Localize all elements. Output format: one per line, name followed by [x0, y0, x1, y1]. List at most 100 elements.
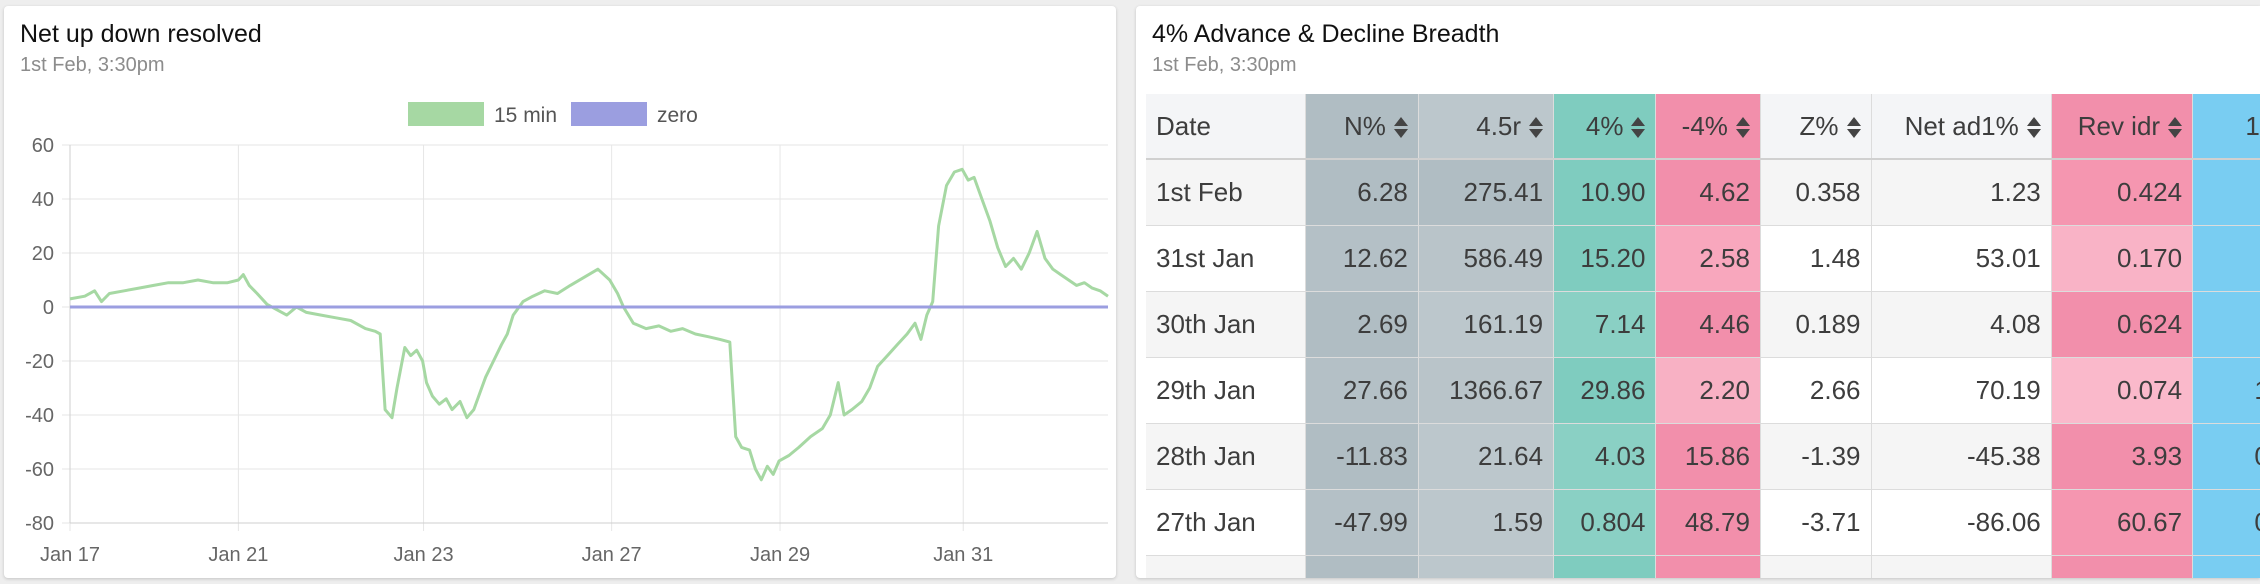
sort-icon[interactable]: [2026, 116, 2041, 140]
y-tick-label: -80: [25, 513, 54, 535]
value-cell: 161.19: [1418, 291, 1555, 358]
x-tick-label: Jan 31: [933, 544, 993, 566]
value-cell: -47.99: [1305, 489, 1419, 556]
column-header-rev-idr[interactable]: Rev idr: [2051, 94, 2194, 160]
value-cell: [1553, 555, 1657, 578]
value-cell: [2051, 555, 2194, 578]
value-cell: 48.79: [1655, 489, 1761, 556]
y-tick-label: 0: [43, 297, 54, 319]
value-cell: [1418, 555, 1555, 578]
table-row: 31st Jan 12.62 586.49 15.20 2.58 1.48 53.01 0.1…: [1146, 225, 2260, 292]
column-header-4[interactable]: -4%: [1655, 94, 1761, 160]
value-cell: 2.3: [2192, 159, 2260, 226]
date-cell: 30th Jan: [1146, 291, 1307, 358]
value-cell: 70.19: [1871, 357, 2052, 424]
y-tick-label: -20: [25, 351, 54, 373]
table-row: 30th Jan 2.69 161.19 7.14 4.46 0.189 4.08 0.624…: [1146, 291, 2260, 358]
sort-icon[interactable]: [1393, 116, 1408, 140]
column-header-z[interactable]: Z%: [1760, 94, 1872, 160]
y-tick-label: -40: [25, 405, 54, 427]
sort-icon[interactable]: [1735, 116, 1750, 140]
date-cell: 31st Jan: [1146, 225, 1307, 292]
table-row: 27th Jan -47.99 1.59 0.804 48.79 -3.71 -86.06 6…: [1146, 489, 2260, 556]
column-header-label: N%: [1343, 110, 1386, 141]
column-header-label: -4%: [1681, 110, 1728, 141]
value-cell: [1871, 555, 2052, 578]
value-cell: 0.624: [2051, 291, 2194, 358]
legend-swatch-15-min: [408, 102, 484, 126]
column-header-label: Date: [1156, 110, 1211, 141]
sort-icon[interactable]: [1631, 116, 1646, 140]
value-cell: 3.93: [2051, 423, 2194, 490]
value-cell: 4.03: [1553, 423, 1657, 490]
date-cell: 29th Jan: [1146, 357, 1307, 424]
table-header-row: Date N% 4.5r 4% -4% Z% Net ad1% Rev idr 1dr: [1146, 94, 2260, 160]
column-header-1dr[interactable]: 1dr: [2192, 94, 2260, 160]
date-cell: 1st Feb: [1146, 159, 1307, 226]
value-cell: [1146, 555, 1307, 578]
table-subtitle: 1st Feb, 3:30pm: [1152, 54, 1297, 76]
column-header-net-ad1[interactable]: Net ad1%: [1871, 94, 2052, 160]
x-tick-label: Jan 21: [208, 544, 268, 566]
column-header-4[interactable]: 4%: [1553, 94, 1657, 160]
column-header-label: Rev idr: [2077, 110, 2161, 141]
column-header-label: 4%: [1585, 110, 1624, 141]
value-cell: 586.49: [1418, 225, 1555, 292]
breadth-table-container[interactable]: Date N% 4.5r 4% -4% Z% Net ad1% Rev idr 1dr 1st …: [1146, 94, 2260, 578]
date-cell: 28th Jan: [1146, 423, 1307, 490]
value-cell: 15.86: [1655, 423, 1761, 490]
value-cell: 0.804: [1553, 489, 1657, 556]
value-cell: 53.01: [1871, 225, 2052, 292]
value-cell: 7.14: [1553, 291, 1657, 358]
value-cell: [1655, 555, 1761, 578]
sort-icon[interactable]: [1529, 116, 1544, 140]
value-cell: 27.66: [1305, 357, 1419, 424]
column-header-n[interactable]: N%: [1305, 94, 1419, 160]
column-header-label: Net ad1%: [1904, 110, 2019, 141]
sort-icon[interactable]: [2168, 116, 2183, 140]
value-cell: -86.06: [1871, 489, 2052, 556]
value-cell: 12.62: [1305, 225, 1419, 292]
value-cell: 0.358: [1760, 159, 1872, 226]
breadth-table: Date N% 4.5r 4% -4% Z% Net ad1% Rev idr 1dr 1st …: [1146, 94, 2260, 578]
value-cell: -11.83: [1305, 423, 1419, 490]
table-row-partial: [1146, 555, 2260, 578]
value-cell: 275.41: [1418, 159, 1555, 226]
value-cell: 15.20: [1553, 225, 1657, 292]
y-tick-label: -60: [25, 459, 54, 481]
column-header-4-5r[interactable]: 4.5r: [1418, 94, 1555, 160]
value-cell: 29.86: [1553, 357, 1657, 424]
legend-label: 15 min: [494, 104, 557, 127]
value-cell: 1.48: [1760, 225, 1872, 292]
sort-icon[interactable]: [1846, 116, 1861, 140]
value-cell: 1.59: [1418, 489, 1555, 556]
value-cell: 1.6: [2192, 291, 2260, 358]
y-tick-label: 20: [32, 243, 54, 265]
value-cell: -45.38: [1871, 423, 2052, 490]
value-cell: -1.39: [1760, 423, 1872, 490]
value-cell: 2.66: [1760, 357, 1872, 424]
column-header-date: Date: [1146, 94, 1307, 160]
value-cell: 60.67: [2051, 489, 2194, 556]
net-up-down-card: Net up down resolved 1st Feb, 3:30pm 60 4…: [4, 6, 1116, 578]
table-body: 1st Feb 6.28 275.41 10.90 4.62 0.358 1.23 0.424…: [1146, 159, 2260, 578]
series-line-15-min: [69, 167, 1109, 482]
column-header-label: Z%: [1799, 110, 1839, 141]
table-row: 29th Jan 27.66 1366.67 29.86 2.20 2.66 70.19 0.…: [1146, 357, 2260, 424]
value-cell: 0.074: [2051, 357, 2194, 424]
value-cell: 5.9: [2192, 225, 2260, 292]
column-header-label: 1dr: [2245, 110, 2260, 141]
legend-label: zero: [657, 104, 698, 127]
value-cell: 1.23: [1871, 159, 2052, 226]
table-row: 1st Feb 6.28 275.41 10.90 4.62 0.358 1.23 0.424…: [1146, 159, 2260, 226]
breadth-card: 4% Advance & Decline Breadth 1st Feb, 3:…: [1136, 6, 2260, 578]
value-cell: -3.71: [1760, 489, 1872, 556]
y-tick-label: 60: [32, 135, 54, 157]
x-tick-label: Jan 27: [582, 544, 642, 566]
value-cell: 0.424: [2051, 159, 2194, 226]
table-row: 28th Jan -11.83 21.64 4.03 15.86 -1.39 -45.38 3…: [1146, 423, 2260, 490]
value-cell: 0.01: [2192, 489, 2260, 556]
value-cell: [1305, 555, 1419, 578]
value-cell: 13.5: [2192, 357, 2260, 424]
value-cell: [1760, 555, 1872, 578]
